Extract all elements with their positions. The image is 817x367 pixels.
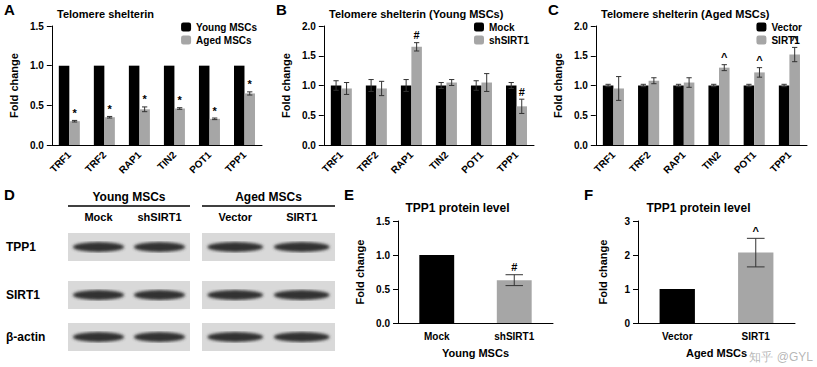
svg-text:TPP1: TPP1	[6, 240, 36, 254]
svg-text:TIN2: TIN2	[427, 149, 450, 172]
svg-text:2: 2	[624, 250, 630, 261]
svg-text:RAP1: RAP1	[117, 149, 144, 176]
svg-text:1.5: 1.5	[30, 21, 44, 32]
svg-text:2.0: 2.0	[302, 21, 316, 32]
svg-text:^: ^	[791, 34, 798, 46]
svg-text:0.0: 0.0	[376, 318, 390, 329]
svg-text:^: ^	[753, 225, 760, 237]
svg-text:E: E	[344, 186, 354, 203]
svg-text:*: *	[213, 105, 218, 117]
svg-text:1.0: 1.0	[30, 60, 44, 71]
svg-text:C: C	[548, 1, 559, 18]
svg-text:Aged MSCs: Aged MSCs	[235, 190, 302, 204]
svg-text:shSIRT1: shSIRT1	[494, 331, 534, 342]
svg-text:*: *	[178, 94, 183, 106]
svg-text:1.0: 1.0	[302, 80, 316, 91]
svg-text:3: 3	[624, 216, 630, 227]
svg-text:SIRT1: SIRT1	[771, 35, 800, 46]
svg-text:Young MSCs: Young MSCs	[92, 190, 165, 204]
svg-text:TRF2: TRF2	[355, 149, 381, 175]
svg-text:*: *	[248, 78, 253, 90]
svg-text:#: #	[519, 86, 525, 98]
svg-text:^: ^	[721, 51, 728, 63]
svg-text:Fold change: Fold change	[354, 240, 366, 305]
svg-text:Vector: Vector	[662, 331, 693, 342]
svg-text:1: 1	[624, 284, 630, 295]
svg-text:β-actin: β-actin	[6, 330, 45, 344]
svg-text:TPP1: TPP1	[495, 149, 521, 175]
svg-text:POT1: POT1	[732, 149, 759, 176]
svg-text:F: F	[584, 186, 593, 203]
svg-text:0.5: 0.5	[30, 100, 44, 111]
svg-text:Aged MSCs: Aged MSCs	[196, 35, 252, 46]
svg-text:Fold change: Fold change	[280, 53, 292, 118]
svg-text:POT1: POT1	[459, 149, 486, 176]
svg-text:POT1: POT1	[187, 149, 214, 176]
svg-text:1.0: 1.0	[574, 80, 588, 91]
svg-text:TPP1 protein level: TPP1 protein level	[405, 201, 509, 215]
svg-text:TRF2: TRF2	[627, 149, 653, 175]
svg-text:B: B	[276, 1, 287, 18]
svg-text:^: ^	[756, 54, 763, 66]
svg-text:SIRT1: SIRT1	[286, 211, 317, 223]
svg-text:Fold change: Fold change	[8, 53, 20, 118]
svg-text:1.5: 1.5	[376, 216, 390, 227]
svg-text:Vector: Vector	[771, 22, 802, 33]
svg-text:Young MSCs: Young MSCs	[442, 347, 509, 359]
svg-text:SIRT1: SIRT1	[742, 331, 771, 342]
svg-text:0.5: 0.5	[376, 284, 390, 295]
svg-text:TPP1: TPP1	[768, 149, 794, 175]
svg-text:Telomere shelterin: Telomere shelterin	[57, 8, 154, 20]
svg-text:TRF1: TRF1	[320, 149, 346, 175]
svg-text:1.5: 1.5	[302, 50, 316, 61]
svg-text:Aged MSCs: Aged MSCs	[686, 347, 747, 359]
svg-text:0.5: 0.5	[302, 110, 316, 121]
svg-text:#: #	[414, 29, 420, 41]
svg-text:Young MSCs: Young MSCs	[196, 22, 257, 33]
svg-text:RAP1: RAP1	[661, 149, 688, 176]
svg-text:0.0: 0.0	[302, 140, 316, 151]
svg-text:Telomere shelterin (Young MSCs: Telomere shelterin (Young MSCs)	[329, 8, 504, 20]
svg-text:知乎 @GYL: 知乎 @GYL	[749, 350, 813, 364]
svg-text:0: 0	[624, 318, 630, 329]
svg-text:A: A	[4, 1, 15, 18]
svg-text:*: *	[72, 107, 77, 119]
svg-text:TIN2: TIN2	[155, 149, 178, 172]
svg-text:0.0: 0.0	[574, 140, 588, 151]
svg-text:0.0: 0.0	[30, 140, 44, 151]
svg-text:Mock: Mock	[84, 211, 113, 223]
svg-text:1.5: 1.5	[574, 50, 588, 61]
svg-text:D: D	[4, 186, 15, 203]
svg-text:*: *	[107, 103, 112, 115]
svg-text:1.0: 1.0	[376, 250, 390, 261]
svg-text:TPP1: TPP1	[223, 149, 249, 175]
svg-text:Mock: Mock	[489, 22, 515, 33]
svg-text:SIRT1: SIRT1	[6, 288, 40, 302]
svg-text:Fold change: Fold change	[597, 240, 609, 305]
svg-text:shSIRT1: shSIRT1	[489, 35, 529, 46]
svg-text:2.0: 2.0	[574, 21, 588, 32]
svg-text:TRF2: TRF2	[83, 149, 109, 175]
svg-text:#: #	[511, 261, 517, 273]
svg-text:TRF1: TRF1	[48, 149, 74, 175]
svg-text:Vector: Vector	[218, 211, 252, 223]
svg-text:Telomere shelterin (Aged MSCs): Telomere shelterin (Aged MSCs)	[601, 8, 770, 20]
svg-text:TIN2: TIN2	[700, 149, 723, 172]
svg-text:TPP1 protein level: TPP1 protein level	[646, 201, 750, 215]
svg-text:0.5: 0.5	[574, 110, 588, 121]
svg-text:TRF1: TRF1	[592, 149, 618, 175]
svg-text:RAP1: RAP1	[389, 149, 416, 176]
svg-text:*: *	[142, 93, 147, 105]
svg-text:Mock: Mock	[424, 331, 450, 342]
svg-text:shSIRT1: shSIRT1	[137, 211, 181, 223]
svg-text:Fold change: Fold change	[552, 53, 564, 118]
